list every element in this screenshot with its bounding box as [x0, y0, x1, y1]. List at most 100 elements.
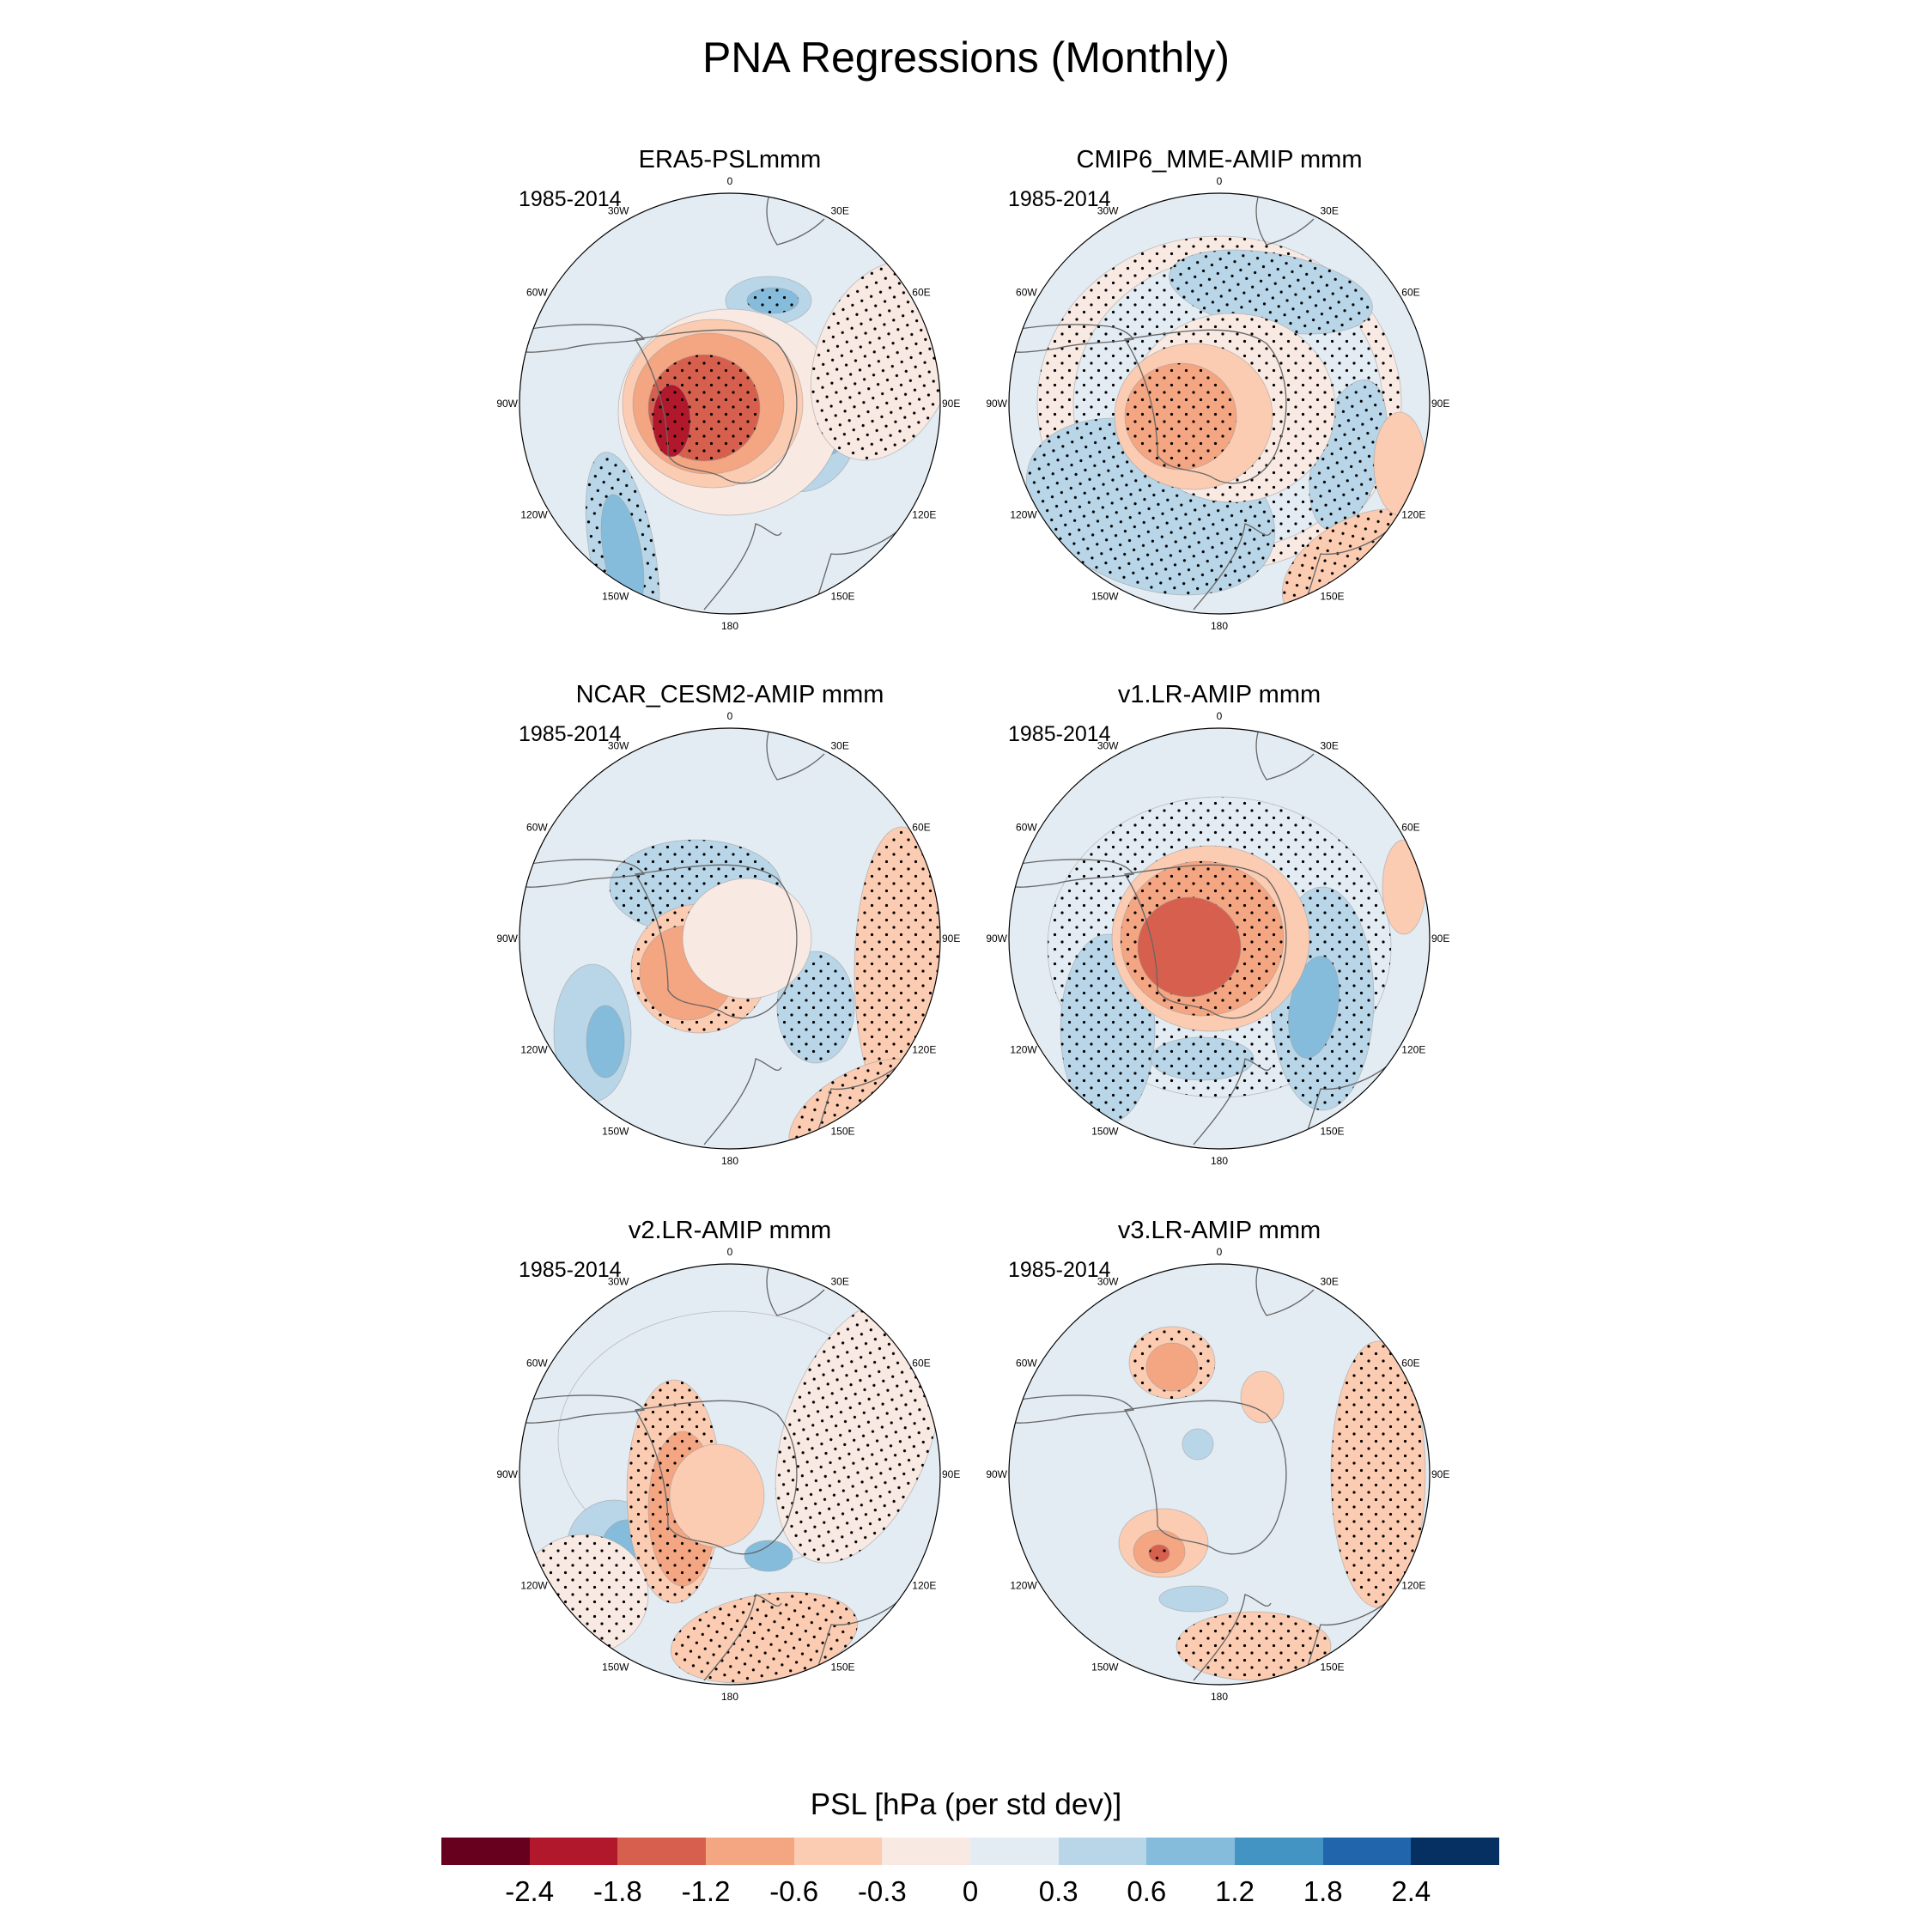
- significance-stippling: [1176, 1612, 1331, 1680]
- longitude-label: 180: [721, 1691, 738, 1703]
- significance-stippling: [1151, 1037, 1254, 1080]
- longitude-label: 30E: [1321, 205, 1339, 217]
- panel-title: NCAR_CESM2-AMIP mmm: [575, 681, 884, 708]
- coastline: [766, 732, 825, 781]
- longitude-label: 150W: [1091, 1661, 1119, 1673]
- significance-stippling: [653, 385, 690, 457]
- anomaly-region: [1288, 956, 1340, 1059]
- colorbar-tick-label: 1.2: [1215, 1875, 1255, 1907]
- coastline: [1193, 1594, 1272, 1681]
- colorbar-swatch: [882, 1838, 971, 1865]
- longitude-label: 90W: [496, 398, 518, 410]
- longitude-label: 150W: [602, 1661, 629, 1673]
- longitude-label: 150E: [1321, 1661, 1345, 1673]
- longitude-label: 60W: [1016, 822, 1037, 834]
- longitude-label: 30E: [831, 1276, 849, 1288]
- colorbar-tick-label: -0.3: [857, 1875, 907, 1907]
- coastline: [766, 197, 825, 246]
- longitude-label: 120E: [1401, 1580, 1425, 1592]
- anomaly-region: [1158, 1585, 1229, 1613]
- longitude-label: 90W: [986, 398, 1007, 410]
- longitude-label: 0: [727, 175, 733, 187]
- significance-stippling: [1149, 1545, 1170, 1562]
- longitude-label: 60W: [526, 1358, 548, 1370]
- panel-period: 1985-2014: [519, 187, 622, 211]
- colorbar-tick-label: 2.4: [1391, 1875, 1431, 1907]
- longitude-label: 60E: [912, 287, 930, 299]
- coastline: [1009, 859, 1135, 888]
- polar-map: 0 30E 60E 90E 120E 150E 180 150W 120W 90W 60W 30W: [986, 1246, 1449, 1703]
- significance-stippling: [519, 1534, 648, 1655]
- coastline: [1009, 324, 1135, 353]
- colorbar-swatch: [1235, 1838, 1323, 1865]
- polar-map: 0 30E 60E 90E 120E 150E 180 150W 120W 90W 60W 30W: [986, 710, 1449, 1167]
- colorbar-swatch: [1146, 1838, 1236, 1865]
- colorbar-title: PSL [hPa (per std dev)]: [810, 1788, 1122, 1821]
- anomaly-region: [682, 878, 812, 999]
- longitude-label: 120E: [912, 509, 936, 521]
- coastline: [519, 1394, 646, 1424]
- anomaly-region: [1137, 896, 1242, 998]
- anomaly-region: [669, 1443, 765, 1548]
- anomaly-region: [1382, 839, 1426, 935]
- longitude-label: 30W: [1097, 1276, 1119, 1288]
- coastline: [1009, 1394, 1135, 1424]
- colorbar-tick-label: -1.2: [681, 1875, 731, 1907]
- longitude-label: 30E: [1321, 1276, 1339, 1288]
- longitude-label: 0: [1217, 175, 1223, 187]
- anomaly-region: [1182, 1428, 1214, 1461]
- antarctica-coastline: [634, 1400, 798, 1555]
- colorbar-tick-label: 0: [962, 1875, 979, 1907]
- anomaly-region: [744, 1540, 793, 1572]
- longitude-label: 180: [1211, 1691, 1228, 1703]
- longitude-label: 120E: [912, 1044, 936, 1056]
- polar-map: 0 30E 60E 90E 120E 150E 180 150W 120W 90W 60W 30W: [496, 1246, 960, 1703]
- panel-title: v1.LR-AMIP mmm: [1117, 681, 1321, 708]
- longitude-label: 120W: [1010, 1044, 1037, 1056]
- longitude-label: 120W: [1010, 509, 1037, 521]
- map-boundary: [519, 727, 941, 1150]
- longitude-label: 30E: [831, 740, 849, 752]
- longitude-label: 90W: [496, 1468, 518, 1480]
- longitude-label: 60E: [1401, 287, 1419, 299]
- coastline: [766, 1267, 825, 1316]
- longitude-label: 60E: [1401, 822, 1419, 834]
- anomaly-region: [1373, 411, 1426, 516]
- longitude-label: 30W: [608, 740, 629, 752]
- colorbar-swatch: [1411, 1838, 1500, 1865]
- figure-title: PNA Regressions (Monthly): [702, 33, 1230, 82]
- anomaly-region: [1240, 1370, 1285, 1424]
- longitude-label: 150E: [1321, 1125, 1345, 1137]
- significance-stippling: [747, 288, 799, 313]
- polar-map: 0 30E 60E 90E 120E 150E 180 150W 120W 90W 60W 30W: [496, 710, 960, 1167]
- longitude-label: 150W: [602, 1125, 629, 1137]
- colorbar-tick-label: -2.4: [505, 1875, 555, 1907]
- panel-cesm2: NCAR_CESM2-AMIP mmm 1985-2014 0 30E 60E 90E…: [489, 681, 970, 1196]
- longitude-label: 180: [721, 620, 738, 632]
- longitude-label: 60E: [912, 1358, 930, 1370]
- longitude-label: 30W: [1097, 205, 1119, 217]
- longitude-label: 120W: [1010, 1580, 1037, 1592]
- colorbar-tick-label: 0.6: [1127, 1875, 1167, 1907]
- map-boundary: [519, 192, 941, 615]
- longitude-label: 120W: [520, 1580, 548, 1592]
- panel-era5: ERA5-PSLmmm 1985-2014 0 30E 60E 90E 120E 150E…: [489, 146, 970, 661]
- longitude-label: 150W: [602, 590, 629, 602]
- longitude-label: 90E: [1431, 933, 1449, 945]
- longitude-label: 0: [727, 710, 733, 722]
- coastline: [1255, 197, 1315, 246]
- colorbar-tick-label: -1.8: [592, 1875, 642, 1907]
- longitude-label: 30W: [1097, 740, 1119, 752]
- polar-map: 0 30E 60E 90E 120E 150E 180 150W 120W 90W 60W 30W: [986, 175, 1449, 632]
- longitude-label: 90E: [942, 933, 960, 945]
- longitude-label: 60W: [1016, 1358, 1037, 1370]
- colorbar-swatch: [529, 1838, 618, 1865]
- longitude-label: 120E: [1401, 509, 1425, 521]
- colorbar-tick-label: 0.3: [1038, 1875, 1078, 1907]
- panel-title: ERA5-PSLmmm: [638, 146, 822, 173]
- longitude-label: 180: [721, 1155, 738, 1167]
- colorbar-tick-label: 1.8: [1303, 1875, 1343, 1907]
- longitude-label: 30E: [831, 205, 849, 217]
- polar-map: 0 30E 60E 90E 120E 150E 180 150W 120W 90W 60W 30W: [496, 175, 960, 632]
- significance-stippling: [671, 1592, 858, 1683]
